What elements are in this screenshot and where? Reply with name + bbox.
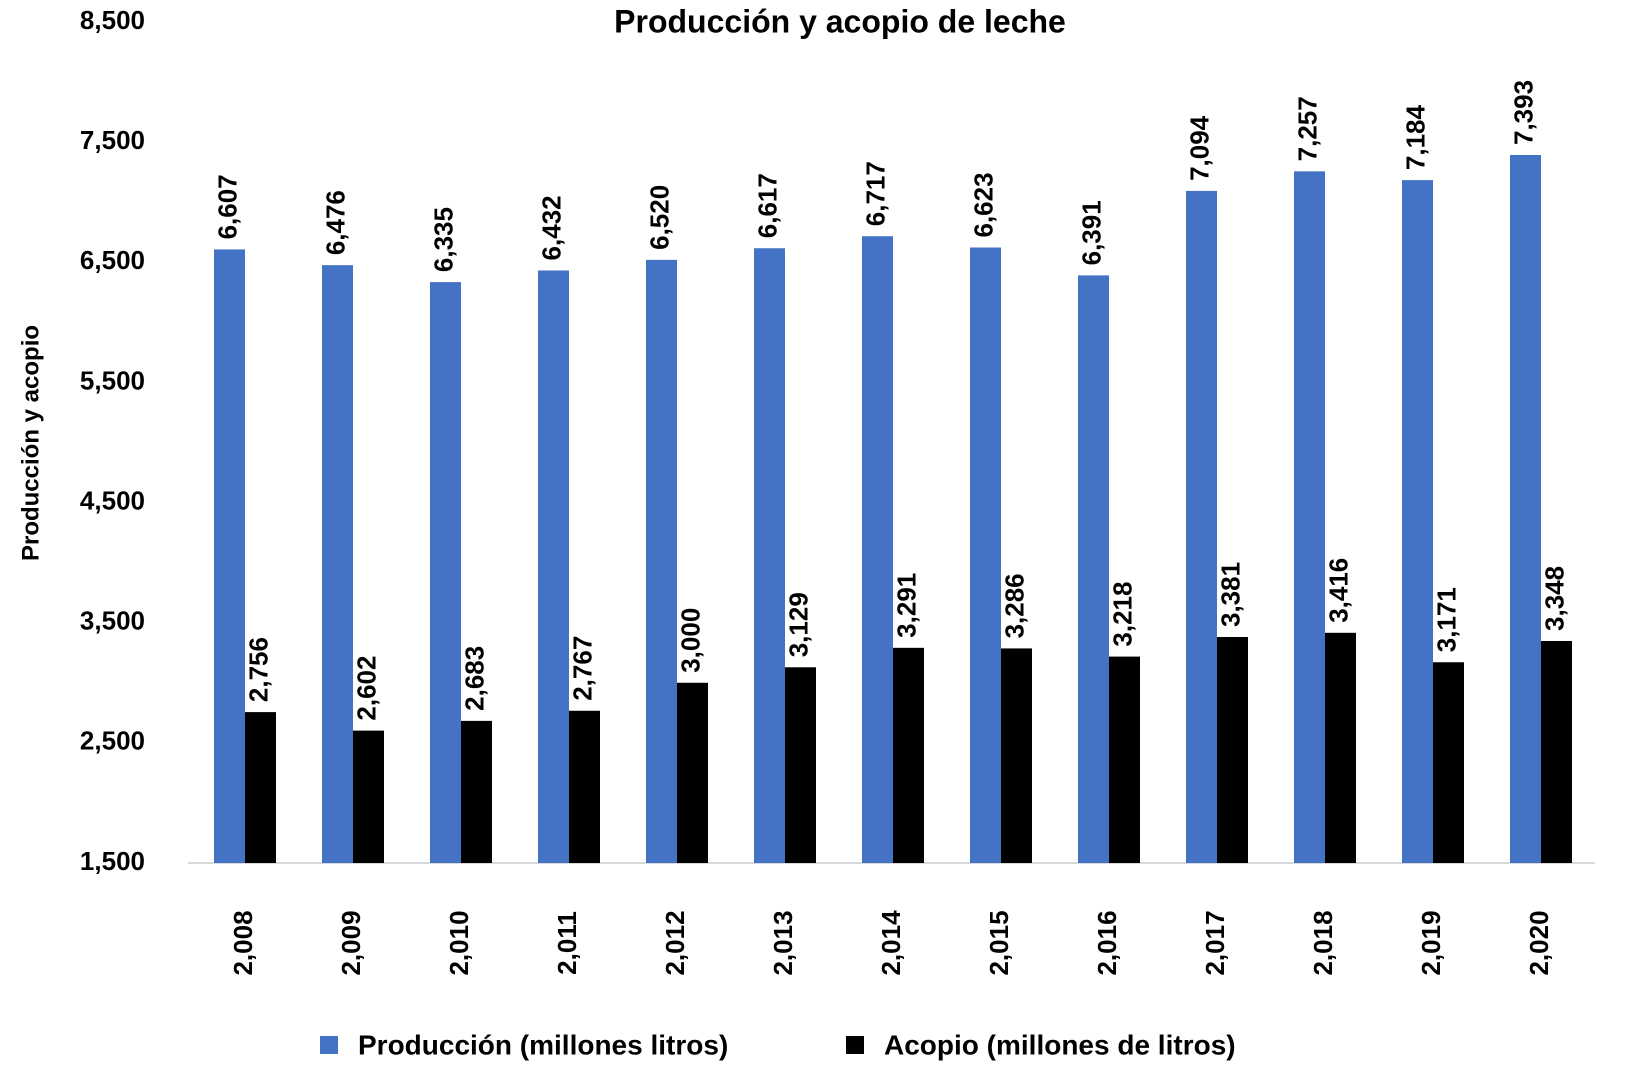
- bar: [430, 282, 461, 864]
- y-tick-label: 7,500: [80, 125, 145, 155]
- value-label: 3,416: [1323, 558, 1353, 623]
- y-tick-label: 4,500: [80, 485, 145, 515]
- bar: [1433, 662, 1464, 863]
- value-label: 3,171: [1431, 587, 1461, 652]
- value-label: 3,129: [783, 592, 813, 657]
- value-label: 6,391: [1076, 200, 1106, 265]
- x-tick-label: 2,017: [1200, 910, 1230, 975]
- legend-label: Acopio (millones de litros): [884, 1029, 1236, 1060]
- y-tick-label: 8,500: [80, 5, 145, 35]
- value-label: 7,094: [1184, 115, 1214, 181]
- bar: [1510, 154, 1541, 863]
- x-tick-label: 2,018: [1308, 910, 1338, 975]
- x-tick-label: 2,012: [660, 910, 690, 975]
- bar: [1294, 171, 1325, 863]
- y-tick-label: 3,500: [80, 606, 145, 636]
- value-label: 6,617: [752, 173, 782, 238]
- value-label: 6,432: [536, 195, 566, 260]
- bar: [353, 730, 384, 863]
- value-label: 3,381: [1215, 562, 1245, 627]
- bar: [1078, 275, 1109, 863]
- value-label: 3,291: [891, 573, 921, 638]
- x-tick-label: 2,014: [876, 910, 906, 976]
- x-tick-label: 2,013: [768, 910, 798, 975]
- value-label: 6,717: [860, 161, 890, 226]
- bar: [754, 248, 785, 863]
- y-axis-title: Producción y acopio: [17, 325, 44, 561]
- bar: [569, 710, 600, 863]
- bar: [677, 682, 708, 863]
- value-label: 2,602: [351, 656, 381, 721]
- bar: [1541, 640, 1572, 863]
- value-label: 7,257: [1292, 96, 1322, 161]
- y-tick-label: 1,500: [80, 846, 145, 876]
- value-label: 3,348: [1539, 566, 1569, 631]
- y-tick-label: 2,500: [80, 726, 145, 756]
- legend-swatch: [320, 1036, 338, 1054]
- x-tick-label: 2,016: [1092, 910, 1122, 975]
- bar: [322, 265, 353, 863]
- bar: [1109, 656, 1140, 863]
- bar: [245, 712, 276, 863]
- bar: [1217, 637, 1248, 863]
- chart-title: Producción y acopio de leche: [614, 3, 1066, 39]
- x-tick-label: 2,010: [444, 910, 474, 975]
- legend-label: Producción (millones litros): [358, 1029, 728, 1060]
- value-label: 6,520: [644, 185, 674, 250]
- value-label: 3,218: [1107, 582, 1137, 647]
- value-label: 7,184: [1400, 105, 1430, 171]
- bar: [1001, 648, 1032, 863]
- bar: [970, 247, 1001, 863]
- x-tick-label: 2,019: [1416, 910, 1446, 975]
- x-tick-label: 2,011: [552, 911, 582, 975]
- bar: [785, 667, 816, 863]
- bar: [862, 236, 893, 863]
- value-label: 6,623: [968, 172, 998, 237]
- bar: [1325, 632, 1356, 863]
- value-label: 6,607: [212, 174, 242, 239]
- bar: [1402, 180, 1433, 863]
- y-tick-label: 5,500: [80, 365, 145, 395]
- value-label: 3,000: [675, 608, 705, 673]
- y-tick-label: 6,500: [80, 245, 145, 275]
- legend-swatch: [846, 1036, 864, 1054]
- value-label: 2,767: [567, 636, 597, 701]
- value-label: 2,683: [459, 646, 489, 711]
- value-label: 6,476: [320, 190, 350, 255]
- x-tick-label: 2,009: [336, 910, 366, 975]
- x-tick-label: 2,008: [228, 910, 258, 975]
- x-tick-label: 2,020: [1524, 910, 1554, 975]
- bar: [538, 270, 569, 863]
- x-tick-label: 2,015: [984, 910, 1014, 975]
- bar: [1186, 190, 1217, 864]
- value-label: 7,393: [1508, 80, 1538, 145]
- bar: [461, 720, 492, 863]
- bar: [893, 647, 924, 863]
- bar: [646, 259, 677, 864]
- bar: [214, 249, 245, 864]
- value-label: 3,286: [999, 573, 1029, 638]
- value-label: 2,756: [243, 637, 273, 702]
- value-label: 6,335: [428, 207, 458, 272]
